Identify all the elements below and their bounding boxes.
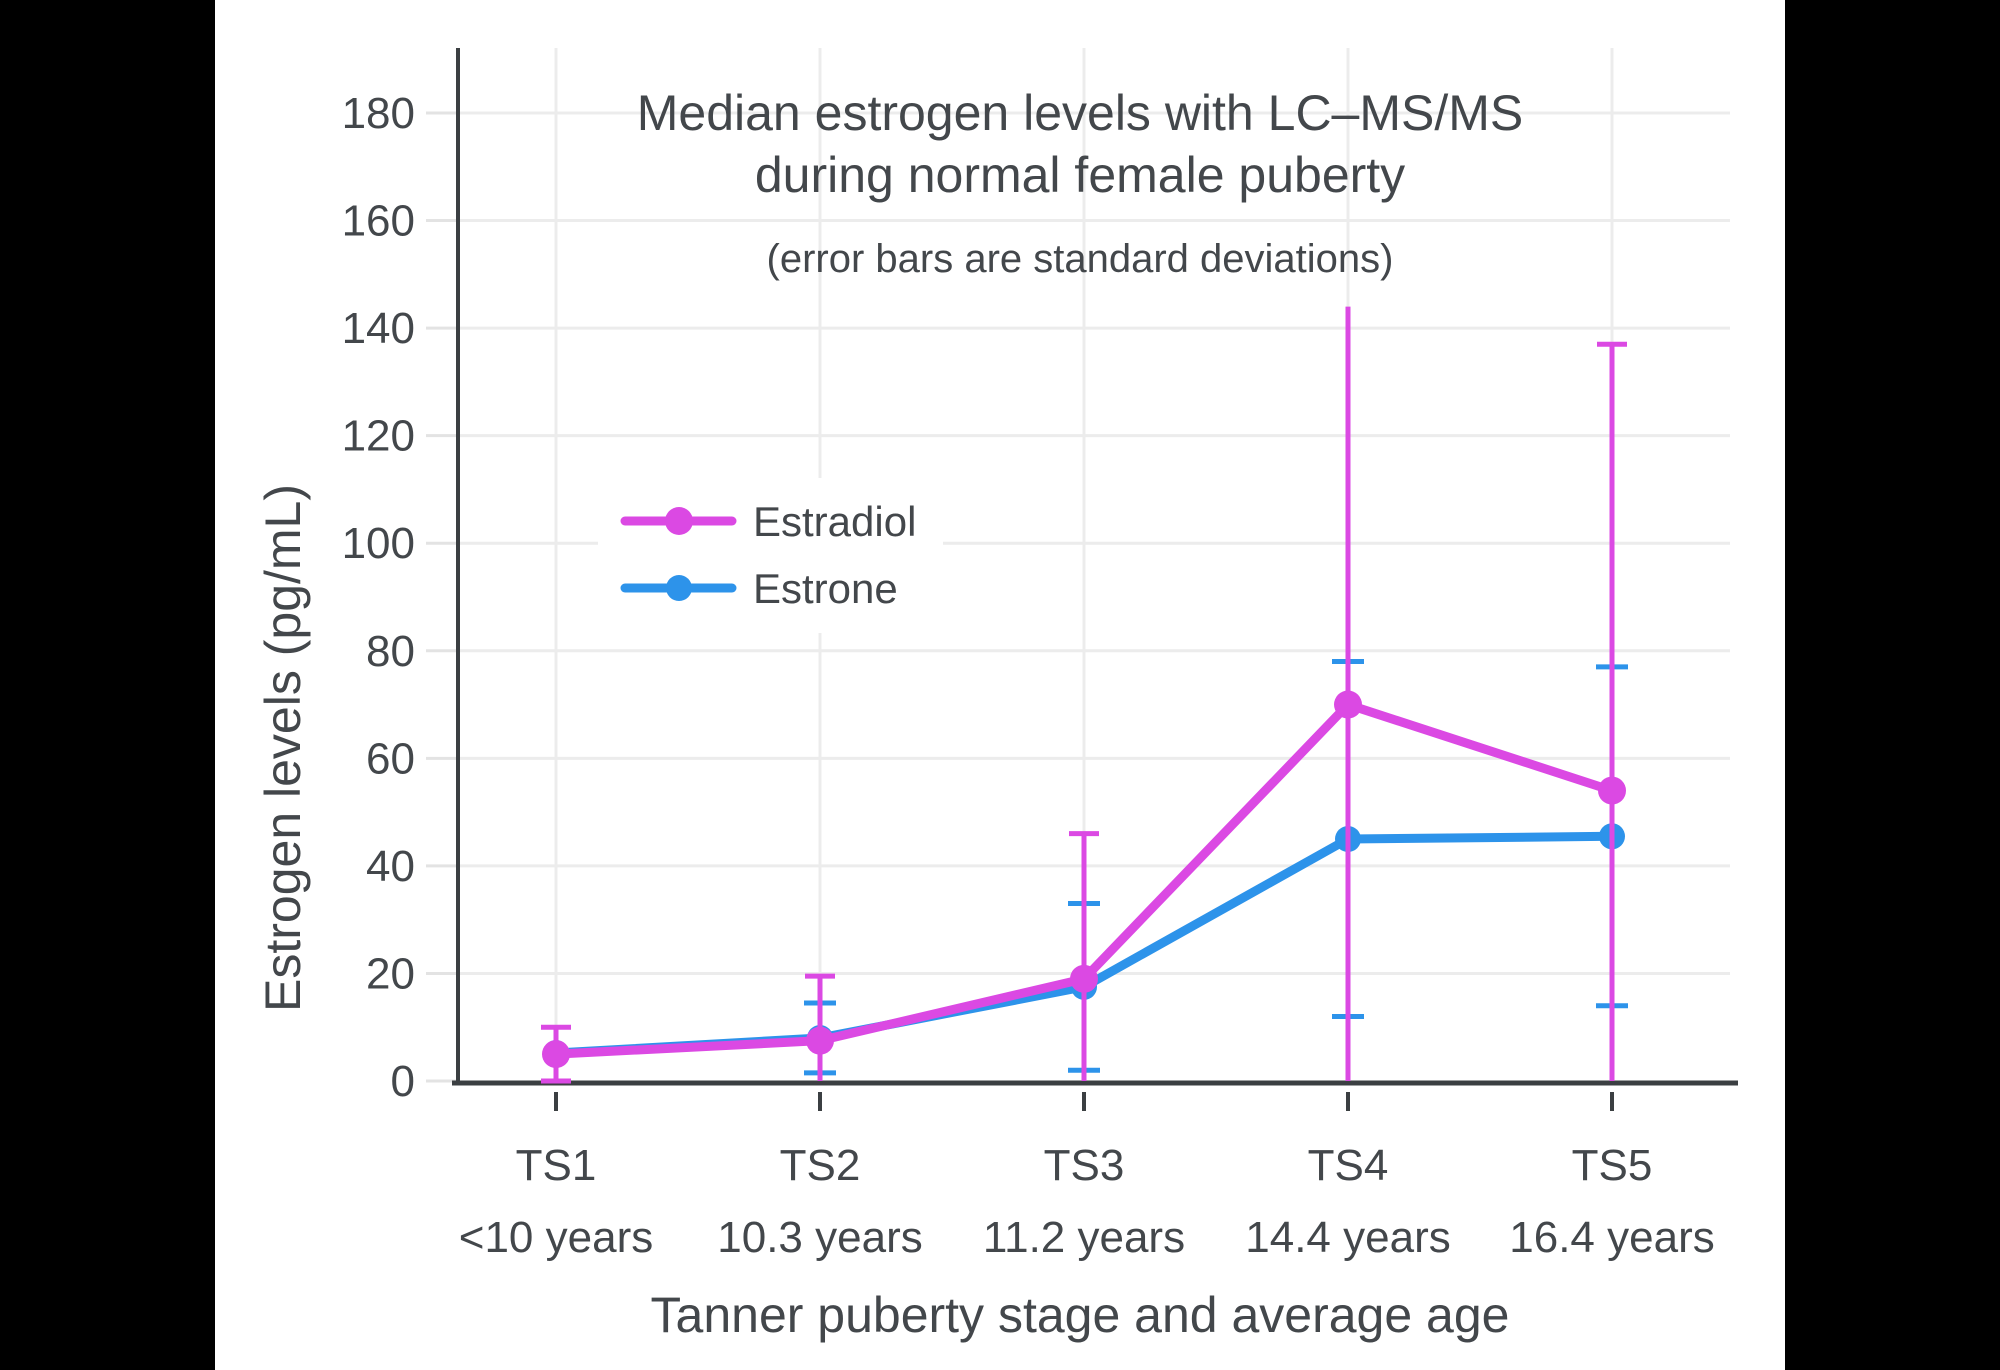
x-axis-title: Tanner puberty stage and average age: [651, 1287, 1510, 1343]
svg-text:TS4: TS4: [1308, 1141, 1389, 1190]
legend-item-estrone: Estrone: [620, 565, 898, 612]
svg-text:<10 years: <10 years: [459, 1213, 653, 1262]
svg-text:180: 180: [342, 89, 415, 138]
svg-text:TS1: TS1: [516, 1141, 597, 1190]
svg-text:11.2 years: 11.2 years: [983, 1213, 1185, 1262]
svg-text:TS3: TS3: [1044, 1141, 1125, 1190]
svg-text:80: 80: [366, 627, 415, 676]
estradiol-error-bars: [541, 306, 1627, 1084]
estrone-swatch-marker: [666, 575, 692, 601]
legend: Estradiol Estrone: [598, 478, 943, 633]
letterbox-left: [0, 0, 215, 1370]
chart-subtitle: (error bars are standard deviations): [767, 237, 1394, 281]
svg-text:60: 60: [366, 734, 415, 783]
svg-text:100: 100: [342, 519, 415, 568]
chart-title-line1: Median estrogen levels with LC–MS/MS: [637, 85, 1524, 141]
y-axis-tick-marks: [426, 111, 456, 1083]
svg-text:14.4 years: 14.4 years: [1245, 1213, 1450, 1262]
svg-text:0: 0: [391, 1057, 415, 1106]
y-axis-title: Estrogen levels (pg/mL): [255, 484, 311, 1012]
legend-background: [598, 478, 943, 633]
svg-text:TS5: TS5: [1572, 1141, 1653, 1190]
x-axis-tick-marks: [554, 1092, 1614, 1111]
svg-text:10.3 years: 10.3 years: [717, 1213, 922, 1262]
estradiol-swatch-marker: [665, 507, 693, 535]
legend-label-estradiol: Estradiol: [753, 498, 916, 545]
svg-text:20: 20: [366, 949, 415, 998]
legend-item-estradiol: Estradiol: [620, 498, 916, 545]
svg-text:160: 160: [342, 197, 415, 246]
legend-label-estrone: Estrone: [753, 565, 898, 612]
svg-text:16.4 years: 16.4 years: [1509, 1213, 1714, 1262]
svg-text:140: 140: [342, 304, 415, 353]
chart-title-line2: during normal female puberty: [755, 147, 1405, 203]
y-axis-tick-labels: 0 20 40 60 80 100 120 140 160 180: [342, 89, 415, 1106]
svg-text:120: 120: [342, 412, 415, 461]
axis-lines: [452, 48, 1738, 1086]
svg-text:40: 40: [366, 842, 415, 891]
letterbox-right: [1785, 0, 2000, 1370]
x-axis-tick-labels: TS1 <10 years TS2 10.3 years TS3 11.2 years TS…: [459, 1141, 1715, 1262]
estradiol-markers: [542, 690, 1626, 1069]
svg-text:TS2: TS2: [780, 1141, 861, 1190]
